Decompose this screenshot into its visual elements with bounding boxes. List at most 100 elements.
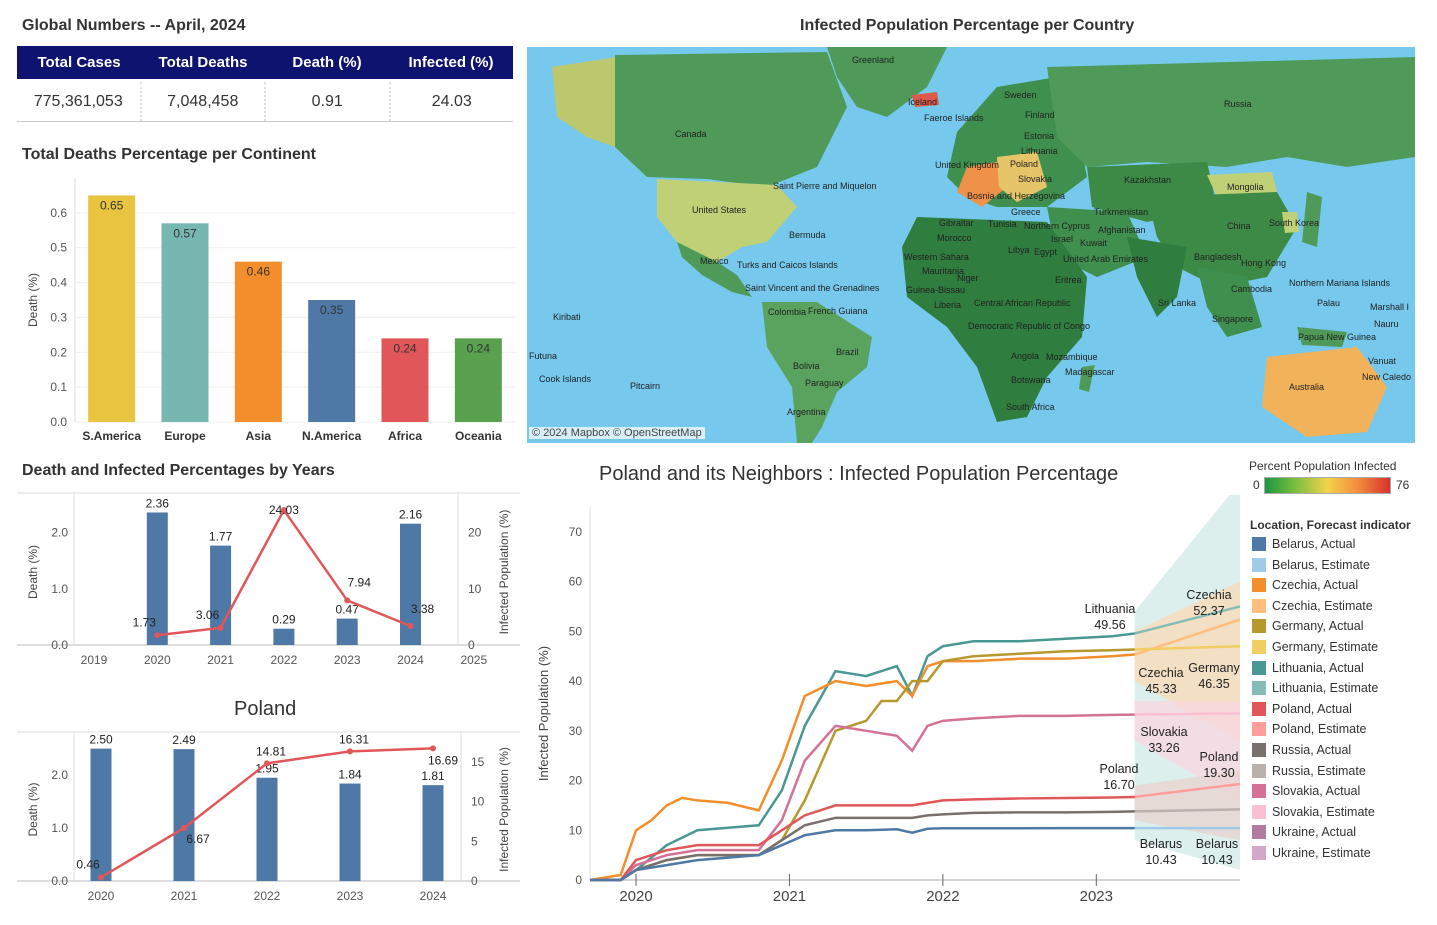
map-label-estonia: Estonia: [1024, 131, 1054, 141]
map-label-morocco: Morocco: [937, 233, 972, 243]
x-tick-label: 2023: [334, 653, 361, 667]
legend-item-lithuania-estimate[interactable]: Lithuania, Estimate: [1252, 680, 1378, 696]
x-tick-label: 2024: [420, 889, 447, 903]
map-label-mongolia: Mongolia: [1227, 182, 1264, 192]
legend-label: Russia, Estimate: [1272, 763, 1366, 778]
infected-value-label: 1.73: [133, 615, 157, 629]
y-tick-label: 40: [569, 674, 583, 688]
map-label-greece: Greece: [1011, 207, 1041, 217]
legend-item-germany-actual[interactable]: Germany, Actual: [1252, 618, 1363, 634]
map-label-nauru: Nauru: [1374, 319, 1399, 329]
map-mongolia: [1207, 172, 1277, 197]
world-map-shapes: Greenland Iceland Faeroe Islands Sweden Finl…: [529, 47, 1415, 443]
legend-item-belarus-estimate[interactable]: Belarus, Estimate: [1252, 557, 1370, 573]
legend-item-czechia-estimate[interactable]: Czechia, Estimate: [1252, 598, 1373, 614]
legend-item-slovakia-estimate[interactable]: Slovakia, Estimate: [1252, 804, 1375, 820]
map-australia: [1262, 347, 1387, 437]
infected-point: [430, 745, 436, 752]
x-tick-label: 2022: [926, 888, 959, 905]
world-map[interactable]: Greenland Iceland Faeroe Islands Sweden Finl…: [527, 47, 1415, 443]
legend-item-lithuania-actual[interactable]: Lithuania, Actual: [1252, 660, 1364, 676]
global-numbers-title: Global Numbers -- April, 2024: [22, 17, 246, 34]
map-label-poland: Poland: [1010, 159, 1038, 169]
legend-item-ukraine-estimate[interactable]: Ukraine, Estimate: [1252, 845, 1371, 861]
color-legend-max: 76: [1396, 478, 1410, 492]
legend-swatch: [1252, 701, 1266, 716]
color-legend-title: Percent Population Infected: [1249, 459, 1397, 473]
map-label-sri-lanka: Sri Lanka: [1158, 298, 1196, 308]
x-tick-label: Asia: [246, 429, 272, 443]
x-tick-label: 2019: [81, 653, 108, 667]
bar-value-label: 0.35: [320, 303, 344, 317]
legend-item-slovakia-actual[interactable]: Slovakia, Actual: [1252, 783, 1360, 799]
infected-value-label: 7.94: [348, 575, 372, 589]
x-tick-label: 2020: [144, 653, 171, 667]
years-chart-title: Death and Infected Percentages by Years: [22, 462, 335, 479]
continent-chart-title: Total Deaths Percentage per Continent: [22, 146, 316, 163]
legend-swatch: [1252, 846, 1266, 860]
death-value-label: 1.77: [209, 530, 233, 544]
y-tick-label: 1.0: [51, 821, 68, 835]
map-label-tunisia: Tunisia: [988, 219, 1017, 229]
legend-item-russia-estimate[interactable]: Russia, Estimate: [1252, 763, 1366, 779]
kpi-infected-pct: 24.03: [431, 92, 472, 110]
death-value-label: 1.95: [255, 762, 279, 776]
map-label-northern-mariana-islands: Northern Mariana Islands: [1289, 278, 1391, 288]
legend-label: Belarus, Estimate: [1272, 557, 1370, 572]
legend-label: Poland, Actual: [1272, 701, 1352, 716]
series-line-slovakia: [590, 713, 1135, 882]
legend-swatch: [1252, 825, 1266, 840]
series-line-germany: [590, 648, 1135, 882]
death-value-label: 2.49: [172, 733, 196, 747]
line-label-name: Slovakia: [1140, 725, 1187, 739]
map-label-israel: Israel: [1051, 234, 1073, 244]
infected-point: [217, 624, 224, 631]
map-label-marshall-i: Marshall I: [1370, 302, 1409, 312]
map-label-mexico: Mexico: [700, 256, 729, 266]
map-korea: [1282, 212, 1299, 233]
legend-label: Ukraine, Estimate: [1272, 846, 1371, 860]
line-label-name: Czechia: [1138, 666, 1183, 680]
death-bar-2023: [339, 783, 361, 881]
map-label-turks-and-caicos-islands: Turks and Caicos Islands: [737, 260, 838, 270]
legend-item-russia-actual[interactable]: Russia, Actual: [1252, 742, 1351, 758]
legend-item-ukraine-actual[interactable]: Ukraine, Actual: [1252, 824, 1356, 840]
y-tick-label: 0.0: [51, 874, 68, 888]
map-label-paraguay: Paraguay: [805, 378, 844, 388]
y-tick-label: 60: [569, 575, 583, 589]
legend-item-poland-actual[interactable]: Poland, Actual: [1252, 701, 1352, 717]
map-label-saint-vincent-and-the-grenadines: Saint Vincent and the Grenadines: [745, 283, 880, 293]
map-label-kuwait: Kuwait: [1080, 238, 1108, 248]
y2-tick-label: 10: [471, 795, 485, 809]
map-label-central-african-republic: Central African Republic: [974, 298, 1071, 308]
map-label-lithuania: Lithuania: [1021, 146, 1058, 156]
map-label-australia: Australia: [1289, 382, 1324, 392]
y2-tick-label: 15: [471, 755, 485, 769]
x-tick-label: Oceania: [455, 429, 502, 443]
map-credit[interactable]: © 2024 Mapbox © OpenStreetMap: [529, 427, 705, 439]
years-death-infected-chart: 0.0 1.0 2.0 0 10 20 Death (%) Infected Populati…: [17, 492, 520, 667]
legend-item-belarus-actual[interactable]: Belarus, Actual: [1252, 536, 1355, 552]
infected-point: [347, 748, 353, 755]
x-tick-label: 2022: [271, 653, 298, 667]
death-value-label: 2.50: [89, 733, 113, 747]
death-value-label: 2.36: [146, 496, 170, 510]
kpi-header-total-deaths: Total Deaths: [158, 54, 248, 71]
series-line-russia: [590, 810, 1135, 882]
kpi-total-deaths: 7,048,458: [142, 82, 266, 121]
legend-label: Czechia, Estimate: [1272, 598, 1373, 613]
x-tick-label: Africa: [388, 429, 422, 443]
death-bar-2024: [400, 523, 421, 645]
map-usa: [657, 179, 797, 262]
y2-axis-label: Infected Population (%): [497, 510, 511, 635]
legend-label: Poland, Estimate: [1272, 722, 1367, 737]
legend-item-poland-estimate[interactable]: Poland, Estimate: [1252, 721, 1367, 737]
legend-label: Russia, Actual: [1272, 743, 1352, 757]
bar-value-label: 0.57: [173, 226, 197, 240]
legend-item-germany-estimate[interactable]: Germany, Estimate: [1252, 639, 1378, 655]
map-central-europe: [997, 152, 1047, 202]
map-label-united-arab-emirates: United Arab Emirates: [1063, 254, 1149, 264]
bar-asia: [234, 261, 282, 422]
map-label-slovakia: Slovakia: [1018, 174, 1052, 184]
legend-item-czechia-actual[interactable]: Czechia, Actual: [1252, 577, 1358, 593]
